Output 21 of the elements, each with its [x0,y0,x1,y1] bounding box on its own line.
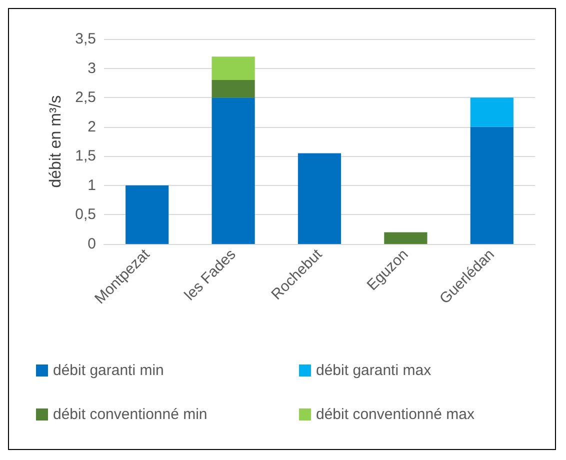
bar [384,232,428,244]
bar [470,98,514,127]
bar [470,126,514,244]
legend-label: débit garanti min [53,362,164,379]
bar [212,80,255,98]
bar [298,153,342,244]
legend-label: débit garanti max [316,362,432,379]
y-tick-label: 3,5 [75,30,96,48]
y-axis-title: débit en m³/s [48,95,64,188]
y-tick-label: 1,5 [75,148,96,165]
y-tick-label: 2,5 [75,89,96,106]
y-tick-label: 3 [88,60,96,77]
bar [212,98,255,244]
bar [126,185,169,244]
bar [212,56,255,80]
y-tick-label: 1 [88,176,96,194]
y-tick-label: 2 [88,118,96,136]
y-tick-label: 0 [88,236,96,252]
y-tick-label: 0,5 [75,206,96,224]
legend-label: débit conventionné max [316,406,475,423]
legend-label: débit conventionné min [53,406,208,423]
